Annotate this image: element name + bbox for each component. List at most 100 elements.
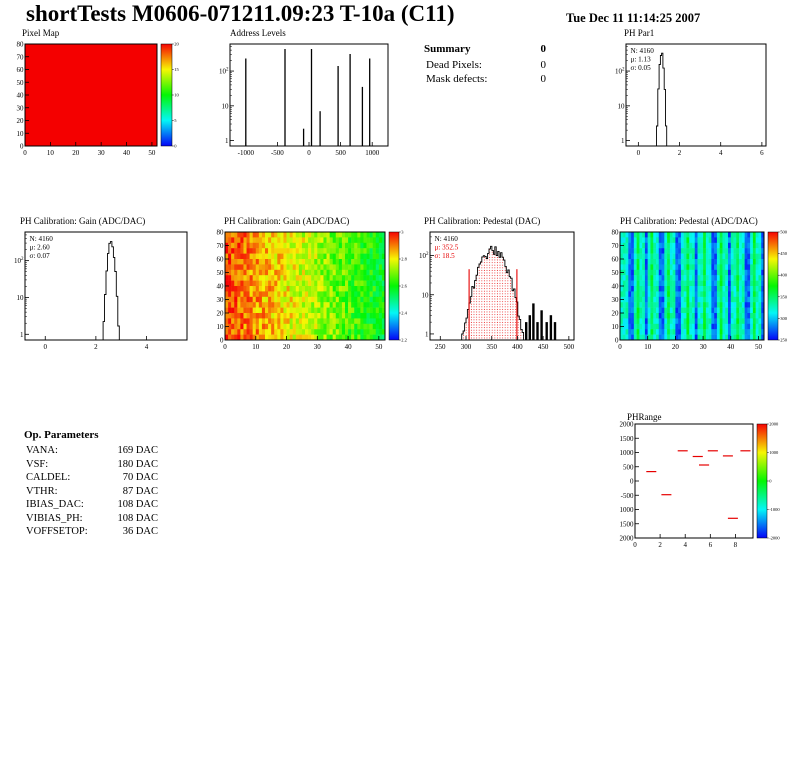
svg-text:500: 500 bbox=[623, 463, 634, 471]
svg-text:80: 80 bbox=[612, 229, 620, 237]
svg-text:20: 20 bbox=[174, 42, 179, 47]
svg-text:70: 70 bbox=[217, 242, 225, 250]
svg-text:350: 350 bbox=[486, 343, 497, 351]
op-param-row-vthr: VTHR: 87 DAC bbox=[24, 485, 158, 499]
svg-text:20: 20 bbox=[17, 117, 25, 125]
svg-text:1000: 1000 bbox=[620, 506, 635, 514]
svg-text:450: 450 bbox=[538, 343, 549, 351]
op-param-value: 70 DAC bbox=[122, 472, 158, 483]
svg-text:40: 40 bbox=[727, 343, 735, 351]
svg-text:250: 250 bbox=[435, 343, 446, 351]
svg-text:1000: 1000 bbox=[365, 149, 380, 157]
svg-text:μ: 2.60: μ: 2.60 bbox=[30, 244, 51, 252]
op-param-row-voffsetop: VOFFSETOP: 36 DAC bbox=[24, 525, 158, 539]
op-param-label: VIBIAS_PH: bbox=[26, 512, 83, 524]
svg-text:2: 2 bbox=[678, 149, 682, 157]
svg-text:0: 0 bbox=[637, 149, 641, 157]
svg-text:10: 10 bbox=[252, 343, 260, 351]
summary-block: Summary 0 Dead Pixels: 0 Mask defects: 0 bbox=[424, 42, 546, 86]
svg-text:0: 0 bbox=[633, 541, 637, 549]
svg-text:2.2: 2.2 bbox=[401, 338, 407, 343]
op-parameters-title: Op. Parameters bbox=[24, 429, 99, 441]
svg-text:20: 20 bbox=[217, 310, 225, 318]
op-param-value: 108 DAC bbox=[117, 512, 158, 524]
svg-text:σ: 0.07: σ: 0.07 bbox=[30, 252, 51, 260]
svg-text:4: 4 bbox=[719, 149, 723, 157]
op-param-label: IBIAS_DAC: bbox=[26, 499, 84, 510]
timestamp: Tue Dec 11 11:14:25 2007 bbox=[566, 11, 701, 25]
svg-text:500: 500 bbox=[564, 343, 575, 351]
svg-text:80: 80 bbox=[17, 41, 25, 49]
svg-text:3: 3 bbox=[401, 230, 404, 235]
svg-text:1: 1 bbox=[425, 330, 429, 338]
svg-text:102: 102 bbox=[615, 68, 625, 76]
svg-text:10: 10 bbox=[612, 323, 620, 331]
svg-text:2.6: 2.6 bbox=[401, 284, 407, 289]
svg-text:0: 0 bbox=[618, 343, 622, 351]
svg-text:N: 4160: N: 4160 bbox=[30, 235, 54, 243]
op-param-value: 180 DAC bbox=[117, 458, 158, 470]
svg-text:2: 2 bbox=[658, 541, 662, 549]
svg-text:2: 2 bbox=[94, 343, 98, 351]
pedestal-hist-title: PH Calibration: Pedestal (DAC) bbox=[424, 216, 541, 226]
panel-ph-range: PHRange 0 2 4 6 8 2000 1500 1000 500 0 -500 1000 150… bbox=[608, 406, 796, 558]
svg-text:σ: 18.5: σ: 18.5 bbox=[435, 252, 456, 260]
panel-address-levels: Address Levels -1000 -500 0 500 1000 1 10 102 bbox=[216, 28, 398, 170]
svg-text:50: 50 bbox=[612, 269, 620, 277]
svg-text:1500: 1500 bbox=[620, 520, 635, 528]
svg-text:40: 40 bbox=[612, 283, 620, 291]
op-param-row-vsf: VSF: 180 DAC bbox=[24, 458, 158, 472]
address-levels-chart: -1000 -500 0 500 1000 1 10 102 bbox=[219, 43, 389, 157]
svg-text:0: 0 bbox=[630, 478, 634, 486]
svg-text:80: 80 bbox=[217, 229, 225, 237]
svg-text:1: 1 bbox=[621, 137, 625, 145]
svg-text:500: 500 bbox=[335, 149, 346, 157]
page-title: shortTests M0606-071211.09:23 T-10a (C11… bbox=[26, 1, 455, 26]
svg-text:10: 10 bbox=[222, 102, 230, 110]
svg-text:500: 500 bbox=[780, 230, 788, 235]
svg-text:0: 0 bbox=[223, 343, 227, 351]
op-param-value: 87 DAC bbox=[122, 485, 158, 497]
op-param-label: CALDEL: bbox=[26, 472, 71, 483]
gain-hist-title: PH Calibration: Gain (ADC/DAC) bbox=[20, 216, 146, 226]
svg-text:μ: 352.5: μ: 352.5 bbox=[435, 244, 459, 252]
ph-range-title: PHRange bbox=[627, 412, 662, 422]
svg-text:250: 250 bbox=[780, 338, 788, 343]
svg-text:40: 40 bbox=[123, 149, 130, 157]
op-param-value: 36 DAC bbox=[122, 526, 158, 537]
svg-text:μ: 1.13: μ: 1.13 bbox=[631, 56, 652, 64]
gain-map-chart: 0 10 20 30 40 50 0 10 20 30 40 50 60 70 80 3 2.8 2.6 2.4 2.… bbox=[217, 229, 408, 352]
svg-text:0: 0 bbox=[615, 337, 619, 345]
op-param-row-caldel: CALDEL: 70 DAC bbox=[24, 471, 158, 485]
svg-text:50: 50 bbox=[17, 79, 25, 87]
summary-title: Summary bbox=[424, 43, 471, 55]
svg-text:102: 102 bbox=[219, 68, 229, 76]
summary-value: 0 bbox=[540, 43, 547, 55]
svg-text:-500: -500 bbox=[621, 492, 634, 500]
svg-text:5: 5 bbox=[174, 118, 177, 123]
svg-text:350: 350 bbox=[780, 294, 788, 299]
svg-text:1: 1 bbox=[225, 137, 229, 145]
panel-pixel-map: Pixel Map 0 10 20 30 40 50 0 10 20 30 40 50 60 70 80 20… bbox=[6, 28, 206, 170]
svg-text:0: 0 bbox=[220, 337, 224, 345]
svg-text:20: 20 bbox=[72, 149, 80, 157]
svg-text:400: 400 bbox=[512, 343, 523, 351]
panel-gain-hist: PH Calibration: Gain (ADC/DAC) 0 2 4 1 10 102… bbox=[6, 216, 216, 364]
svg-text:0: 0 bbox=[174, 144, 177, 149]
svg-text:10: 10 bbox=[644, 343, 652, 351]
svg-text:70: 70 bbox=[17, 53, 25, 61]
svg-text:-1000: -1000 bbox=[769, 507, 780, 512]
svg-text:102: 102 bbox=[14, 257, 24, 265]
svg-text:0: 0 bbox=[23, 149, 27, 157]
summary-row-label: Dead Pixels: bbox=[426, 59, 482, 71]
op-param-row-vana: VANA: 169 DAC bbox=[24, 444, 158, 458]
svg-text:N: 4160: N: 4160 bbox=[631, 47, 655, 55]
op-param-label: VTHR: bbox=[26, 485, 58, 497]
svg-text:20: 20 bbox=[612, 310, 620, 318]
gain-map-title: PH Calibration: Gain (ADC/DAC) bbox=[224, 216, 350, 226]
op-parameters-block: Op. Parameters VANA: 169 DAC VSF: 180 DA… bbox=[24, 428, 158, 539]
